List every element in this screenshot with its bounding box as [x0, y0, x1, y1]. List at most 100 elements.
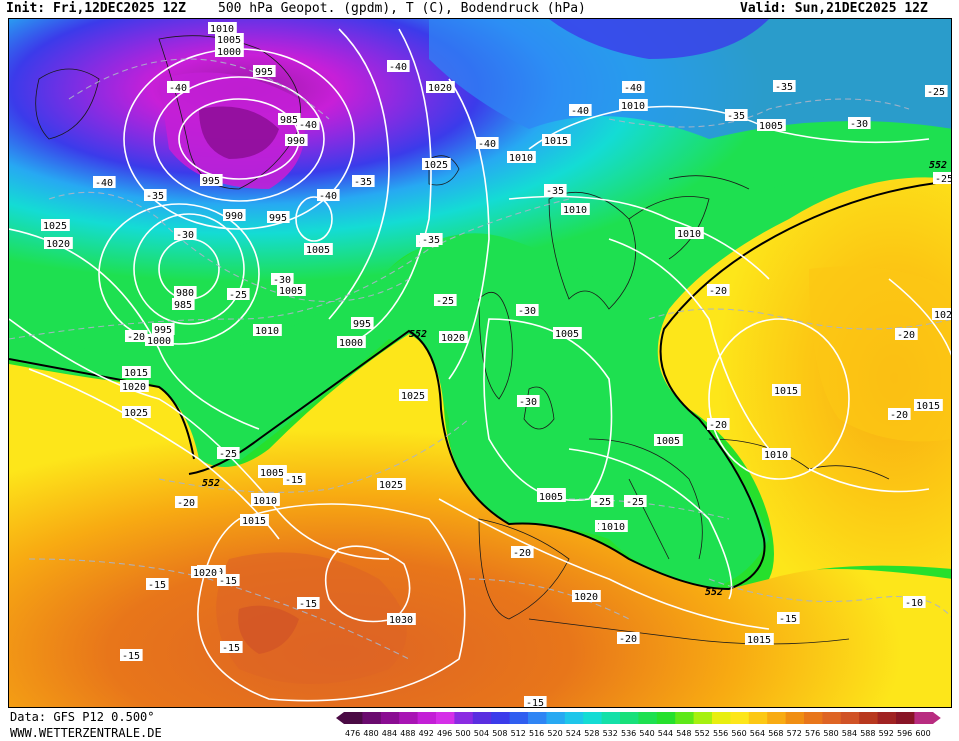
svg-text:-40: -40: [624, 83, 642, 94]
svg-text:-35: -35: [546, 186, 564, 197]
legend-value: 480: [363, 729, 378, 738]
isobar-label: 1010: [599, 520, 628, 533]
valid-time: Valid: Sun,21DEC2025 12Z: [740, 1, 928, 16]
temperature-label: -20: [511, 546, 534, 559]
temperature-label: -35: [544, 184, 567, 197]
isobar-label: 1010: [561, 203, 590, 216]
legend-value: 568: [768, 729, 783, 738]
temperature-label: -40: [317, 189, 340, 202]
svg-text:-35: -35: [775, 82, 793, 93]
isobar-label: 1015: [772, 384, 801, 397]
legend-value: 572: [787, 729, 802, 738]
temperature-label: -40: [93, 176, 116, 189]
svg-text:-40: -40: [571, 106, 589, 117]
legend-arrow-left: [336, 712, 344, 724]
svg-text:1010: 1010: [764, 450, 788, 461]
geopotential-label: 552: [409, 329, 427, 340]
svg-text:1010: 1010: [210, 24, 234, 35]
svg-text:552: 552: [929, 160, 947, 171]
legend-swatch: [472, 712, 492, 724]
legend-value: 492: [419, 729, 434, 738]
legend-value: 520: [547, 729, 562, 738]
svg-text:1015: 1015: [242, 516, 266, 527]
svg-text:-20: -20: [897, 330, 915, 341]
legend-swatch: [454, 712, 474, 724]
svg-text:1020: 1020: [934, 310, 952, 321]
temperature-label: -20: [175, 496, 198, 509]
svg-text:-15: -15: [526, 698, 544, 708]
svg-text:-25: -25: [219, 449, 237, 460]
legend-swatch: [840, 712, 860, 724]
data-source: Data: GFS P12 0.500°: [10, 710, 155, 724]
svg-text:1000: 1000: [217, 47, 241, 58]
svg-text:-25: -25: [927, 87, 945, 98]
legend-swatch: [380, 712, 400, 724]
geopotential-label: 552: [202, 478, 220, 489]
legend-value: 500: [455, 729, 470, 738]
svg-text:995: 995: [154, 325, 172, 336]
legend-value: 524: [566, 729, 581, 738]
weather-map: 1010 1005 1000 995 985 990 995 990 995 1005 1005 98…: [8, 18, 952, 708]
svg-text:-30: -30: [176, 230, 194, 241]
temperature-label: -40: [297, 118, 320, 131]
svg-text:552: 552: [409, 329, 427, 340]
legend-swatch: [785, 712, 805, 724]
legend-swatch: [638, 712, 658, 724]
isobar-label: 1025: [122, 406, 151, 419]
legend-value: 560: [731, 729, 746, 738]
legend-value: 504: [474, 729, 489, 738]
svg-text:1010: 1010: [253, 496, 277, 507]
isobar-label: 1015: [745, 633, 774, 646]
svg-text:-30: -30: [518, 306, 536, 317]
svg-text:1015: 1015: [544, 136, 568, 147]
legend-value: 592: [879, 729, 894, 738]
isobar-label: 1005: [537, 490, 566, 503]
isobar-label: 1005: [654, 434, 683, 447]
svg-text:-35: -35: [354, 177, 372, 188]
svg-text:985: 985: [280, 115, 298, 126]
svg-text:-15: -15: [285, 475, 303, 486]
svg-text:1010: 1010: [601, 522, 625, 533]
legend-swatch: [877, 712, 897, 724]
legend-swatch: [399, 712, 419, 724]
temperature-label: -15: [120, 649, 143, 662]
svg-text:995: 995: [255, 67, 273, 78]
isobar-label: 1015: [122, 366, 151, 379]
svg-text:-15: -15: [222, 643, 240, 654]
isobar-label: 1015: [240, 514, 269, 527]
svg-text:-30: -30: [850, 119, 868, 130]
svg-text:1005: 1005: [656, 436, 680, 447]
svg-text:-25: -25: [436, 296, 454, 307]
isobar-label: 1005: [304, 243, 333, 256]
svg-text:-35: -35: [727, 111, 745, 122]
svg-text:-35: -35: [422, 235, 440, 246]
legend-swatch: [620, 712, 639, 724]
legend-value: 544: [658, 729, 673, 738]
svg-text:-15: -15: [299, 599, 317, 610]
isobar-label: 1010: [675, 227, 704, 240]
svg-text:1005: 1005: [759, 121, 783, 132]
isobar-label: 1025: [422, 158, 451, 171]
temperature-label: -20: [617, 632, 640, 645]
svg-text:-15: -15: [219, 576, 237, 587]
legend-swatch: [767, 712, 787, 724]
svg-text:-20: -20: [890, 410, 908, 421]
legend-value: 600: [915, 729, 930, 738]
isobar-label: 1010: [507, 151, 536, 164]
isobar-label: 1005: [258, 466, 287, 479]
legend-swatch: [491, 712, 511, 724]
svg-text:1005: 1005: [555, 329, 579, 340]
temperature-label: -35: [725, 109, 748, 122]
isobar-label: 1005: [277, 284, 306, 297]
geopotential-label: 552: [705, 587, 723, 598]
legend-value: 540: [639, 729, 654, 738]
isobar-label: 1020: [44, 237, 73, 250]
geopotential-labels: 552 552 552 552: [202, 160, 947, 598]
isobar-label: 1010: [762, 448, 791, 461]
svg-text:985: 985: [174, 300, 192, 311]
svg-text:-25: -25: [626, 497, 644, 508]
temperature-label: -35: [144, 189, 167, 202]
svg-text:1010: 1010: [677, 229, 701, 240]
svg-text:-20: -20: [127, 332, 145, 343]
svg-text:-40: -40: [389, 62, 407, 73]
